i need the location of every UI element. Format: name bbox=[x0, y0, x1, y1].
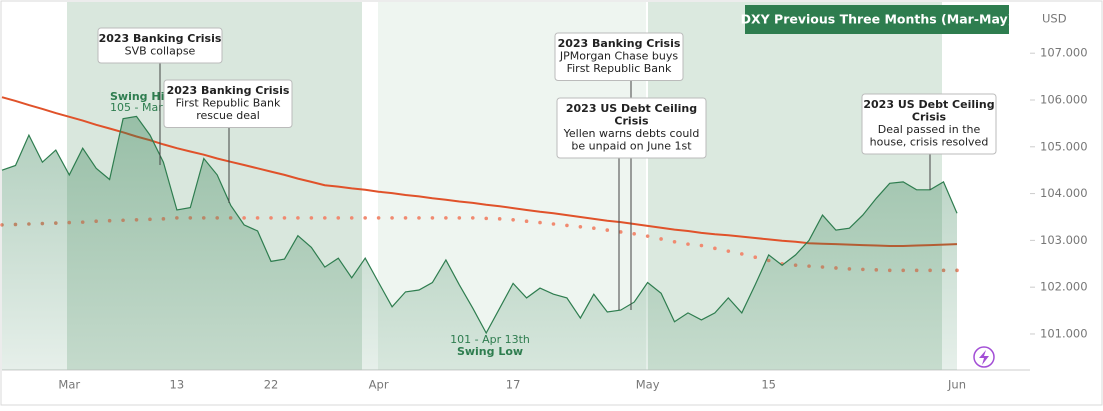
annotation-box bbox=[861, 93, 997, 155]
average-dot bbox=[444, 216, 448, 220]
average-dot bbox=[739, 252, 744, 256]
annotation-title: 2023 Banking Crisis bbox=[167, 84, 290, 97]
annotation-box bbox=[556, 97, 707, 159]
x-tick-label: May bbox=[636, 378, 660, 392]
swing-low-title: Swing Low bbox=[457, 345, 523, 358]
average-dot bbox=[390, 216, 394, 220]
average-dot bbox=[336, 216, 341, 220]
annotation-title: Crisis bbox=[912, 111, 947, 124]
annotation-title: 2023 US Debt Ceiling bbox=[566, 102, 697, 115]
annotation-box bbox=[97, 27, 223, 64]
plot: 101.000 102.000 103.000 104.000 105.000 106.0… bbox=[0, 27, 1088, 392]
average-dot bbox=[403, 216, 408, 220]
x-tick-label: Apr bbox=[369, 378, 389, 392]
y-tick-label: 102.000 bbox=[1040, 280, 1088, 294]
average-dot bbox=[363, 216, 367, 220]
annotation-title: 2023 US Debt Ceiling bbox=[863, 98, 994, 111]
average-dot bbox=[659, 237, 663, 241]
average-dot bbox=[753, 255, 758, 260]
average-dot bbox=[417, 216, 421, 220]
average-dot bbox=[349, 216, 354, 220]
average-dot bbox=[470, 216, 475, 220]
annotation-title: 2023 Banking Crisis bbox=[558, 37, 681, 50]
average-dot bbox=[618, 230, 623, 234]
title-box bbox=[745, 5, 1009, 34]
average-dot bbox=[484, 216, 489, 221]
average-dot bbox=[538, 220, 542, 225]
average-dot bbox=[645, 234, 650, 238]
annotation-text: be unpaid on June 1st bbox=[571, 140, 692, 153]
average-dot bbox=[578, 225, 583, 229]
annotation-text: rescue deal bbox=[196, 109, 260, 122]
y-tick-label: 103.000 bbox=[1040, 233, 1088, 247]
x-tick-label: 13 bbox=[170, 378, 185, 392]
annotation-text: house, crisis resolved bbox=[870, 136, 989, 149]
y-axis-label: USD bbox=[1042, 12, 1067, 26]
y-tick-label: 105.000 bbox=[1040, 139, 1088, 153]
y-tick-label: 101.000 bbox=[1040, 326, 1088, 340]
annotation-text: First Republic Bank bbox=[567, 62, 672, 75]
swing-low-text: 101 - Apr 13th bbox=[450, 333, 530, 346]
average-dot bbox=[242, 216, 246, 220]
average-dot bbox=[376, 216, 381, 220]
average-dot bbox=[726, 249, 731, 253]
average-dot bbox=[605, 228, 610, 232]
swing-high-title: Swing High bbox=[110, 90, 180, 103]
y-tick-label: 107.000 bbox=[1040, 46, 1088, 60]
average-dot bbox=[309, 216, 314, 220]
x-tick-label: 15 bbox=[761, 378, 776, 392]
average-dot bbox=[296, 216, 300, 220]
average-dot bbox=[524, 219, 529, 223]
average-dot bbox=[592, 226, 596, 231]
chart-title: DXY Previous Three Months (Mar-May) bbox=[741, 12, 1014, 27]
average-dot bbox=[282, 216, 287, 220]
average-dot bbox=[551, 222, 556, 226]
average-line bbox=[1, 96, 958, 247]
annotation-box bbox=[163, 79, 293, 128]
average-dot bbox=[457, 216, 462, 220]
y-tick-label: 104.000 bbox=[1040, 186, 1088, 200]
annotation-text: SVB collapse bbox=[125, 45, 196, 58]
annotation-text: Deal passed in the bbox=[878, 123, 981, 136]
annotation-box bbox=[554, 32, 684, 81]
average-dot bbox=[255, 216, 260, 220]
x-tick-label: Jun bbox=[947, 378, 966, 392]
average-dot bbox=[323, 216, 327, 220]
average-dot bbox=[269, 216, 273, 220]
annotation-text: JPMorgan Chase buys bbox=[559, 50, 678, 63]
annotation-title: 2023 Banking Crisis bbox=[99, 32, 222, 45]
average-dot bbox=[497, 217, 502, 221]
average-dot bbox=[430, 216, 435, 220]
average-dot bbox=[511, 217, 515, 222]
x-tick-label: Mar bbox=[58, 378, 80, 392]
average-dot bbox=[565, 223, 569, 228]
y-tick-label: 106.000 bbox=[1040, 92, 1088, 106]
annotation-title: Crisis bbox=[614, 115, 649, 128]
x-tick-label: 17 bbox=[506, 378, 521, 392]
average-dot bbox=[699, 243, 704, 248]
average-dot bbox=[713, 246, 717, 251]
app-icon-bolt bbox=[979, 350, 989, 365]
average-dot bbox=[632, 232, 636, 236]
dxy-line bbox=[1, 115, 958, 335]
average-dot bbox=[672, 239, 677, 244]
annotation-text: Yellen warns debts could bbox=[563, 127, 700, 140]
annotation-text: First Republic Bank bbox=[176, 97, 281, 110]
dxy-area bbox=[2, 116, 957, 371]
x-tick-label: 22 bbox=[264, 378, 279, 392]
average-dot bbox=[686, 242, 690, 246]
